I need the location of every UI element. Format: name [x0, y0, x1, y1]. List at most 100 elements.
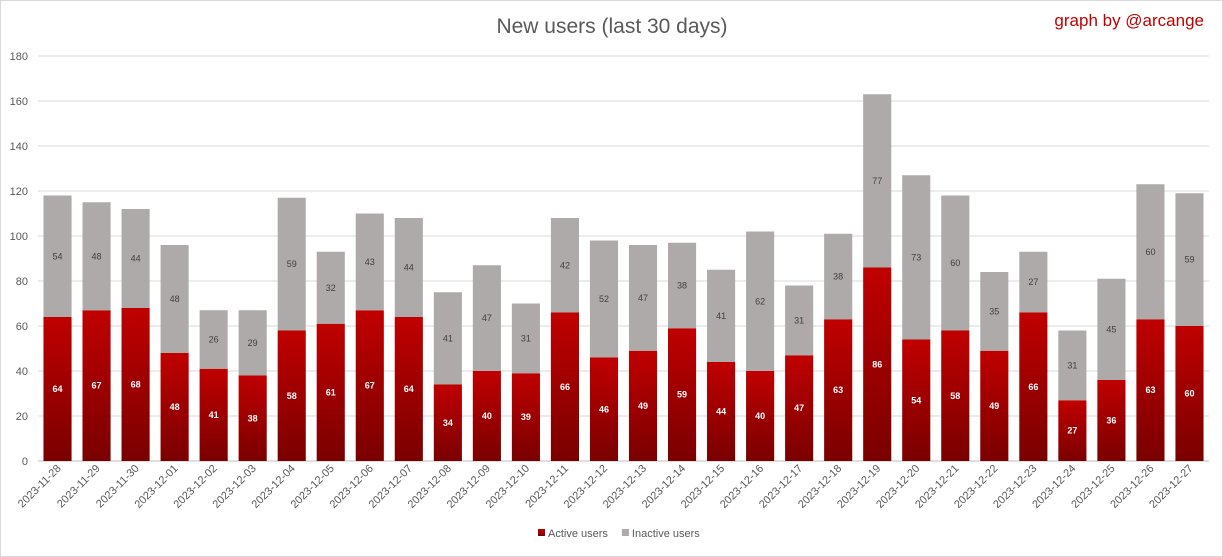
data-label-inactive: 31 — [1067, 360, 1077, 370]
legend-label: Inactive users — [632, 528, 700, 540]
data-label-active: 49 — [638, 401, 648, 411]
data-label-active: 67 — [92, 381, 102, 391]
bar-active-users — [1175, 326, 1204, 461]
data-label-active: 67 — [365, 381, 375, 391]
bar-active-users — [394, 317, 423, 461]
data-label-active: 46 — [599, 404, 609, 414]
bar-active-users — [863, 267, 892, 461]
y-tick-label: 140 — [10, 141, 28, 153]
bar-active-users — [355, 310, 384, 461]
bar-inactive-users — [160, 245, 189, 353]
y-tick-label: 80 — [16, 276, 28, 288]
data-label-inactive: 31 — [521, 333, 531, 343]
data-label-active: 40 — [482, 411, 492, 421]
bar-active-users — [238, 375, 267, 461]
bar-inactive-users — [824, 233, 853, 320]
data-label-inactive: 35 — [989, 306, 999, 316]
legend: Active users Inactive users — [538, 528, 700, 540]
y-tick-label: 0 — [22, 456, 28, 468]
bar-inactive-users — [863, 94, 892, 268]
bar-inactive-users — [628, 245, 658, 351]
bar-inactive-users — [433, 292, 462, 385]
bar-inactive-users — [199, 310, 228, 369]
data-label-active: 49 — [989, 401, 999, 411]
data-label-active: 36 — [1106, 416, 1116, 426]
bar-inactive-users — [667, 242, 697, 329]
legend-swatch — [621, 529, 629, 536]
bar-inactive-users — [82, 202, 111, 311]
chart-credit: graph by @arcange — [1054, 11, 1204, 30]
bar-active-users — [511, 373, 540, 461]
data-label-active: 58 — [287, 391, 297, 401]
bar-inactive-users — [550, 218, 580, 313]
bar-active-users — [316, 323, 345, 461]
gridlines — [38, 55, 1209, 462]
bar-inactive-users — [316, 251, 345, 324]
data-label-inactive: 42 — [560, 260, 570, 270]
data-label-inactive: 43 — [365, 257, 375, 267]
data-label-active: 39 — [521, 412, 531, 422]
data-label-active: 64 — [404, 384, 414, 394]
bar-inactive-users — [1058, 330, 1087, 401]
bar-inactive-users — [785, 285, 814, 356]
data-label-inactive: 44 — [131, 254, 141, 264]
data-label-inactive: 60 — [950, 258, 960, 268]
bar-active-users — [1019, 312, 1048, 461]
y-tick-label: 160 — [10, 96, 28, 108]
bar-inactive-users — [980, 272, 1009, 351]
data-label-active: 86 — [872, 359, 882, 369]
data-label-inactive: 54 — [53, 251, 63, 261]
data-label-active: 66 — [1028, 382, 1038, 392]
bar-active-users — [472, 371, 501, 461]
data-label-active: 60 — [1184, 389, 1194, 399]
data-label-active: 54 — [911, 395, 921, 405]
data-label-inactive: 41 — [443, 333, 453, 343]
data-label-inactive: 59 — [1184, 255, 1194, 265]
data-label-inactive: 48 — [170, 294, 180, 304]
data-label-inactive: 38 — [833, 272, 843, 282]
bars: 64 54 67 48 68 44 48 48 41 26 38 29 58 59 61 32 67 43 64 44… — [43, 94, 1204, 461]
data-label-active: 27 — [1067, 426, 1077, 436]
data-label-inactive: 52 — [599, 294, 609, 304]
data-label-inactive: 32 — [326, 283, 336, 293]
bar-inactive-users — [589, 240, 619, 358]
bar-active-users — [902, 339, 931, 461]
y-tick-label: 20 — [16, 411, 28, 423]
y-tick-label: 180 — [10, 51, 28, 63]
data-label-active: 59 — [677, 390, 687, 400]
bar-active-users — [121, 308, 150, 461]
bar-inactive-users — [1136, 184, 1165, 320]
bar-active-users — [1136, 319, 1165, 461]
data-label-inactive: 60 — [1145, 247, 1155, 257]
bar-inactive-users — [238, 310, 267, 376]
bar-active-users — [746, 371, 775, 461]
bar-active-users — [824, 319, 853, 461]
y-axis: 0 20 40 60 80 100 120 140 160 180 — [10, 51, 28, 468]
bar-active-users — [667, 328, 697, 461]
data-label-active: 58 — [950, 391, 960, 401]
bar-active-users — [628, 350, 658, 461]
data-label-inactive: 41 — [716, 311, 726, 321]
chart-title: New users (last 30 days) — [496, 15, 727, 38]
bar-inactive-users — [1097, 278, 1126, 380]
data-label-active: 63 — [833, 385, 843, 395]
data-label-active: 66 — [560, 382, 570, 392]
data-label-inactive: 47 — [482, 313, 492, 323]
bar-inactive-users — [746, 231, 775, 371]
bar-inactive-users — [1019, 251, 1048, 313]
data-label-active: 68 — [131, 380, 141, 390]
bar-inactive-users — [355, 213, 384, 311]
bar-active-users — [199, 368, 228, 461]
data-label-inactive: 44 — [404, 263, 414, 273]
bar-inactive-users — [707, 269, 736, 362]
data-label-inactive: 73 — [911, 252, 921, 262]
bar-inactive-users — [472, 265, 501, 371]
data-label-inactive: 29 — [248, 338, 258, 348]
bar-inactive-users — [394, 218, 423, 317]
bar-active-users — [785, 355, 814, 461]
y-tick-label: 40 — [16, 366, 28, 378]
bar-active-users — [277, 330, 306, 461]
bar-inactive-users — [43, 195, 72, 317]
data-label-inactive: 45 — [1106, 324, 1116, 334]
